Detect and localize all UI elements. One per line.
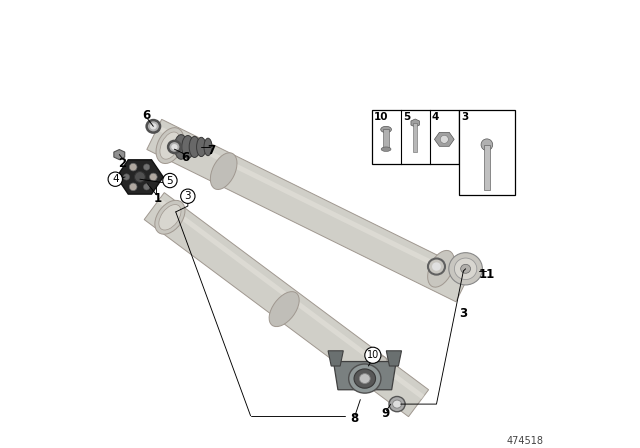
Text: 9: 9 [381,407,390,421]
FancyBboxPatch shape [371,110,459,164]
Ellipse shape [168,141,180,153]
Circle shape [481,139,493,151]
Text: 1: 1 [154,192,161,205]
Text: 10: 10 [374,112,388,122]
Text: 8: 8 [350,412,358,426]
Ellipse shape [381,147,391,151]
FancyBboxPatch shape [459,110,515,195]
Polygon shape [144,193,429,417]
Polygon shape [328,351,343,366]
Circle shape [108,172,122,186]
Bar [383,129,388,148]
Ellipse shape [159,205,181,230]
Polygon shape [157,198,424,399]
Ellipse shape [432,263,441,271]
Bar [484,145,490,190]
Circle shape [150,173,157,181]
Ellipse shape [354,369,376,388]
Polygon shape [156,125,468,282]
Polygon shape [435,132,454,146]
Circle shape [129,183,137,191]
Ellipse shape [449,253,483,285]
Ellipse shape [150,123,157,129]
Polygon shape [116,160,163,194]
Text: 11: 11 [479,267,495,281]
Text: 3: 3 [184,191,191,201]
Circle shape [180,189,195,203]
Ellipse shape [389,396,405,412]
Ellipse shape [172,144,177,150]
Circle shape [163,173,177,188]
Ellipse shape [204,138,212,155]
Ellipse shape [189,136,200,158]
Text: 3: 3 [460,307,467,320]
Bar [413,123,417,152]
Ellipse shape [360,374,370,383]
Ellipse shape [174,134,188,159]
Ellipse shape [381,126,392,133]
Circle shape [365,347,381,363]
Ellipse shape [156,128,184,164]
Ellipse shape [461,264,470,273]
Ellipse shape [360,356,387,388]
Circle shape [129,163,137,171]
Ellipse shape [392,400,401,408]
Circle shape [124,174,130,180]
Text: 7: 7 [207,144,216,157]
Polygon shape [333,362,396,390]
Ellipse shape [147,120,160,133]
Circle shape [440,135,449,143]
Ellipse shape [211,153,237,190]
Polygon shape [114,150,125,159]
Text: 10: 10 [367,350,379,360]
Ellipse shape [428,250,454,287]
Ellipse shape [428,258,445,275]
Ellipse shape [182,135,194,158]
Text: 6: 6 [143,109,151,122]
Circle shape [143,184,150,190]
Polygon shape [147,119,471,302]
Text: 5: 5 [403,112,410,122]
Ellipse shape [454,258,477,280]
Polygon shape [387,351,401,366]
Text: 4: 4 [112,174,118,184]
Polygon shape [411,119,419,127]
Ellipse shape [349,364,381,393]
Text: 6: 6 [182,151,189,164]
Text: 474518: 474518 [506,436,543,446]
Ellipse shape [155,200,185,234]
Circle shape [143,164,150,170]
Circle shape [134,172,145,182]
Ellipse shape [269,292,299,327]
Text: 5: 5 [166,176,173,185]
Text: 2: 2 [118,156,126,170]
Text: 4: 4 [432,112,440,122]
Text: 3: 3 [461,112,468,122]
Ellipse shape [196,137,206,156]
Ellipse shape [160,132,180,159]
